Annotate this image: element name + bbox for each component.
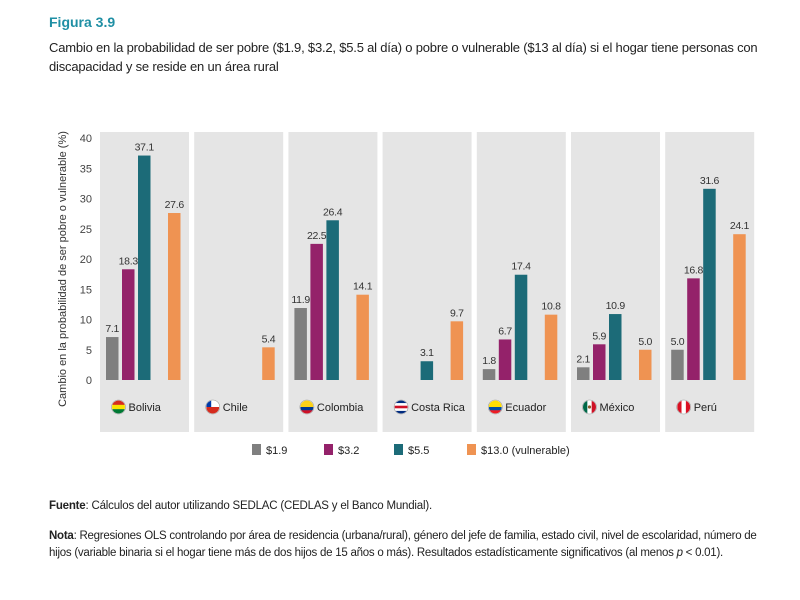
figure-title: Cambio en la probabilidad de ser pobre (… xyxy=(49,40,758,74)
bar-value-label: 5.9 xyxy=(592,330,606,342)
bar-value-label: 2.1 xyxy=(576,353,590,365)
bar-value-label: 3.1 xyxy=(420,347,434,359)
bar xyxy=(593,344,606,380)
costa-rica-flag-icon xyxy=(393,399,409,415)
note-text: : Regresiones OLS controlando por área d… xyxy=(49,530,757,559)
bar-value-label: 9.7 xyxy=(450,307,464,319)
bar-value-label: 37.1 xyxy=(135,142,155,154)
bar-chart: Cambio en la probabilidad de ser pobre o… xyxy=(57,131,755,457)
source-label: Fuente xyxy=(49,500,86,512)
y-tick-label: 40 xyxy=(80,133,92,145)
bar-value-label: 31.6 xyxy=(700,175,720,187)
colombia-flag-icon xyxy=(299,399,315,415)
category-label: México xyxy=(600,402,635,414)
category-panel xyxy=(382,132,472,432)
bar-value-label: 18.3 xyxy=(119,255,139,267)
y-tick-label: 35 xyxy=(80,163,92,175)
bar xyxy=(498,339,512,380)
bar xyxy=(138,155,151,380)
bar-value-label: 10.8 xyxy=(541,301,561,313)
y-tick-label: 20 xyxy=(80,254,92,266)
y-tick-label: 30 xyxy=(80,194,92,206)
y-tick-label: 25 xyxy=(80,224,92,236)
note-p-symbol: p xyxy=(676,547,683,559)
bar-value-label: 10.9 xyxy=(606,300,626,312)
legend-swatch xyxy=(394,444,403,455)
source-note: Fuente: Cálculos del autor utilizando SE… xyxy=(49,500,769,512)
peru-flag-icon xyxy=(676,399,692,415)
category-label: Perú xyxy=(694,402,717,414)
category-label: Bolivia xyxy=(129,402,162,414)
bar-value-label: 14.1 xyxy=(353,281,373,293)
bar xyxy=(671,349,684,380)
bar xyxy=(106,337,119,380)
category-panel xyxy=(194,132,284,432)
bar-value-label: 5.0 xyxy=(671,336,685,348)
legend-item-label: $13.0 (vulnerable) xyxy=(481,445,570,457)
methodology-note: Nota: Regresiones OLS controlando por ár… xyxy=(49,528,779,562)
legend-swatch xyxy=(467,444,476,455)
legend-item-label: $5.5 xyxy=(408,445,429,457)
bar-value-label: 6.7 xyxy=(498,325,512,337)
bar xyxy=(168,213,181,380)
ecuador-flag-icon xyxy=(487,399,503,415)
legend-swatch xyxy=(324,444,333,455)
bar-value-label: 24.1 xyxy=(730,220,750,232)
category-label: Chile xyxy=(223,402,248,414)
bar-value-label: 1.8 xyxy=(482,355,496,367)
bar-value-label: 5.4 xyxy=(262,333,276,345)
y-axis-label: Cambio en la probabilidad de ser pobre o… xyxy=(57,131,69,407)
bar xyxy=(639,349,652,380)
bar-value-label: 27.6 xyxy=(165,199,185,211)
bar xyxy=(733,234,746,380)
bar xyxy=(122,269,135,380)
bar xyxy=(450,321,464,380)
bar-value-label: 11.9 xyxy=(291,294,310,306)
bar xyxy=(687,278,700,380)
legend-swatch xyxy=(252,444,261,455)
bar xyxy=(356,294,369,380)
bar xyxy=(482,369,496,380)
y-tick-label: 10 xyxy=(80,315,92,327)
category-label: Ecuador xyxy=(505,402,546,414)
bar xyxy=(514,274,528,380)
bar-value-label: 5.0 xyxy=(638,336,652,348)
bar xyxy=(262,347,275,380)
chile-flag-icon xyxy=(205,399,220,415)
bar xyxy=(326,220,339,380)
bar-value-label: 22.5 xyxy=(307,230,327,242)
y-tick-label: 5 xyxy=(86,345,92,357)
bar xyxy=(703,188,716,380)
bar-value-label: 17.4 xyxy=(511,261,531,273)
bar-value-label: 26.4 xyxy=(323,206,343,218)
source-text: : Cálculos del autor utilizando SEDLAC (… xyxy=(85,500,433,512)
figure-label: Figura 3.9 xyxy=(49,14,116,30)
bar xyxy=(609,314,622,380)
bar xyxy=(544,314,558,380)
category-panel xyxy=(571,132,660,432)
bar-value-label: 7.1 xyxy=(105,323,119,335)
y-tick-label: 15 xyxy=(80,284,92,296)
category-label: Colombia xyxy=(317,402,364,414)
category-label: Costa Rica xyxy=(411,402,466,414)
bar-value-label: 16.8 xyxy=(684,264,704,276)
mexico-flag-icon xyxy=(582,399,597,415)
bar xyxy=(310,243,323,380)
note-text-end: < 0.01). xyxy=(682,547,724,559)
bar xyxy=(294,308,307,380)
y-tick-label: 0 xyxy=(86,375,92,387)
legend-item-label: $3.2 xyxy=(338,445,359,457)
bar xyxy=(420,361,434,380)
legend-item-label: $1.9 xyxy=(266,445,287,457)
bolivia-flag-icon xyxy=(111,399,126,415)
note-label: Nota xyxy=(49,530,74,542)
bar xyxy=(577,367,590,380)
